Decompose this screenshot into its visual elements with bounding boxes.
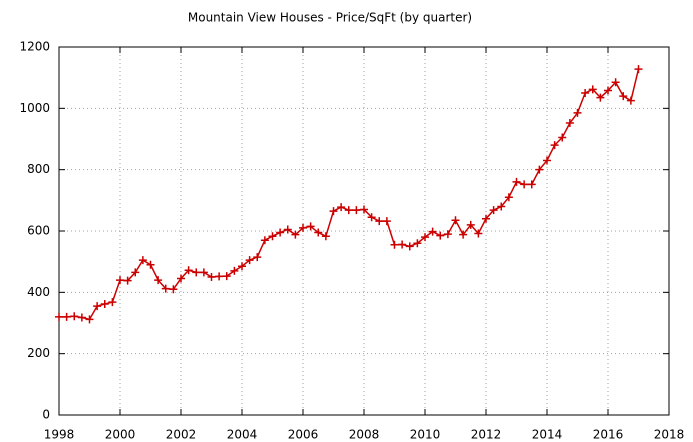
point-marker — [85, 315, 94, 324]
point-marker — [161, 284, 170, 293]
point-marker — [329, 207, 338, 216]
point-marker — [390, 240, 399, 249]
point-marker — [466, 220, 475, 229]
point-marker — [512, 177, 521, 186]
point-marker — [405, 242, 414, 251]
series-line — [59, 68, 640, 321]
chart-title: Mountain View Houses - Price/SqFt (by qu… — [188, 11, 472, 25]
x-tick-label: 2002 — [166, 428, 197, 442]
point-marker — [268, 232, 277, 241]
point-marker — [489, 206, 498, 215]
point-marker — [451, 216, 460, 225]
point-marker — [199, 268, 208, 277]
point-marker — [504, 193, 513, 202]
point-marker — [626, 96, 635, 105]
point-marker — [337, 203, 346, 212]
point-marker — [573, 108, 582, 117]
point-marker — [497, 202, 506, 211]
point-marker — [619, 92, 628, 101]
point-marker — [611, 78, 620, 87]
point-marker — [565, 119, 574, 128]
point-marker — [535, 165, 544, 174]
x-tick-label: 2016 — [593, 428, 624, 442]
x-tick-label: 2000 — [105, 428, 136, 442]
x-tick-label: 2010 — [410, 428, 441, 442]
x-tick-label: 2006 — [288, 428, 319, 442]
point-marker — [253, 253, 262, 262]
y-tick-label: 400 — [27, 285, 50, 299]
point-marker — [352, 206, 361, 215]
point-marker — [154, 276, 163, 285]
point-marker — [169, 285, 178, 294]
point-marker — [581, 89, 590, 97]
point-marker — [398, 240, 407, 249]
point-marker — [131, 268, 140, 277]
point-marker — [215, 272, 224, 281]
point-marker — [314, 228, 323, 237]
point-marker — [413, 239, 422, 248]
y-tick-label: 1200 — [19, 40, 50, 54]
point-marker — [382, 217, 391, 226]
point-marker — [70, 312, 79, 321]
y-tick-label: 0 — [42, 408, 50, 422]
point-marker — [192, 268, 201, 277]
point-marker — [360, 205, 368, 214]
x-tick-label: 2012 — [471, 428, 502, 442]
point-marker — [520, 180, 529, 189]
point-marker — [238, 262, 246, 271]
point-marker — [375, 217, 384, 226]
point-marker — [344, 206, 353, 215]
point-marker — [177, 274, 185, 283]
point-marker — [634, 65, 643, 74]
point-marker — [527, 180, 536, 189]
y-tick-label: 200 — [27, 346, 50, 360]
point-marker — [93, 302, 102, 311]
x-tick-label: 2014 — [532, 428, 563, 442]
point-marker — [184, 266, 193, 275]
point-marker — [222, 272, 231, 281]
point-marker — [146, 260, 155, 269]
point-marker — [482, 214, 490, 223]
point-marker — [138, 256, 147, 265]
plot-frame — [58, 46, 670, 416]
point-marker — [306, 222, 315, 231]
point-marker — [604, 86, 612, 95]
y-tick-label: 800 — [27, 162, 50, 176]
point-marker — [276, 228, 285, 237]
point-marker — [443, 230, 452, 239]
point-marker — [436, 231, 445, 240]
point-marker — [321, 232, 330, 241]
point-marker — [421, 233, 429, 242]
x-tick-label: 2008 — [349, 428, 380, 442]
point-marker — [428, 227, 437, 236]
point-marker — [474, 229, 483, 238]
x-tick-label: 1998 — [44, 428, 75, 442]
point-marker — [299, 223, 307, 232]
point-marker — [596, 93, 605, 102]
point-marker — [588, 85, 597, 94]
point-marker — [260, 236, 269, 245]
point-marker — [123, 276, 132, 285]
point-marker — [291, 230, 300, 239]
point-marker — [77, 313, 86, 322]
y-tick-label: 600 — [27, 224, 50, 238]
point-marker — [550, 141, 559, 150]
point-marker — [230, 266, 239, 275]
point-marker — [62, 312, 71, 321]
point-marker — [116, 276, 124, 285]
point-marker — [459, 230, 468, 239]
point-marker — [283, 225, 292, 234]
x-tick-label: 2018 — [654, 428, 685, 442]
x-tick-label: 2004 — [227, 428, 258, 442]
point-marker — [245, 256, 254, 265]
point-marker — [100, 299, 109, 308]
y-tick-label: 1000 — [19, 101, 50, 115]
point-marker — [558, 133, 567, 142]
point-marker — [207, 273, 216, 281]
point-marker — [543, 156, 551, 165]
point-marker — [108, 298, 117, 307]
point-marker — [367, 213, 376, 222]
point-marker — [55, 312, 63, 321]
